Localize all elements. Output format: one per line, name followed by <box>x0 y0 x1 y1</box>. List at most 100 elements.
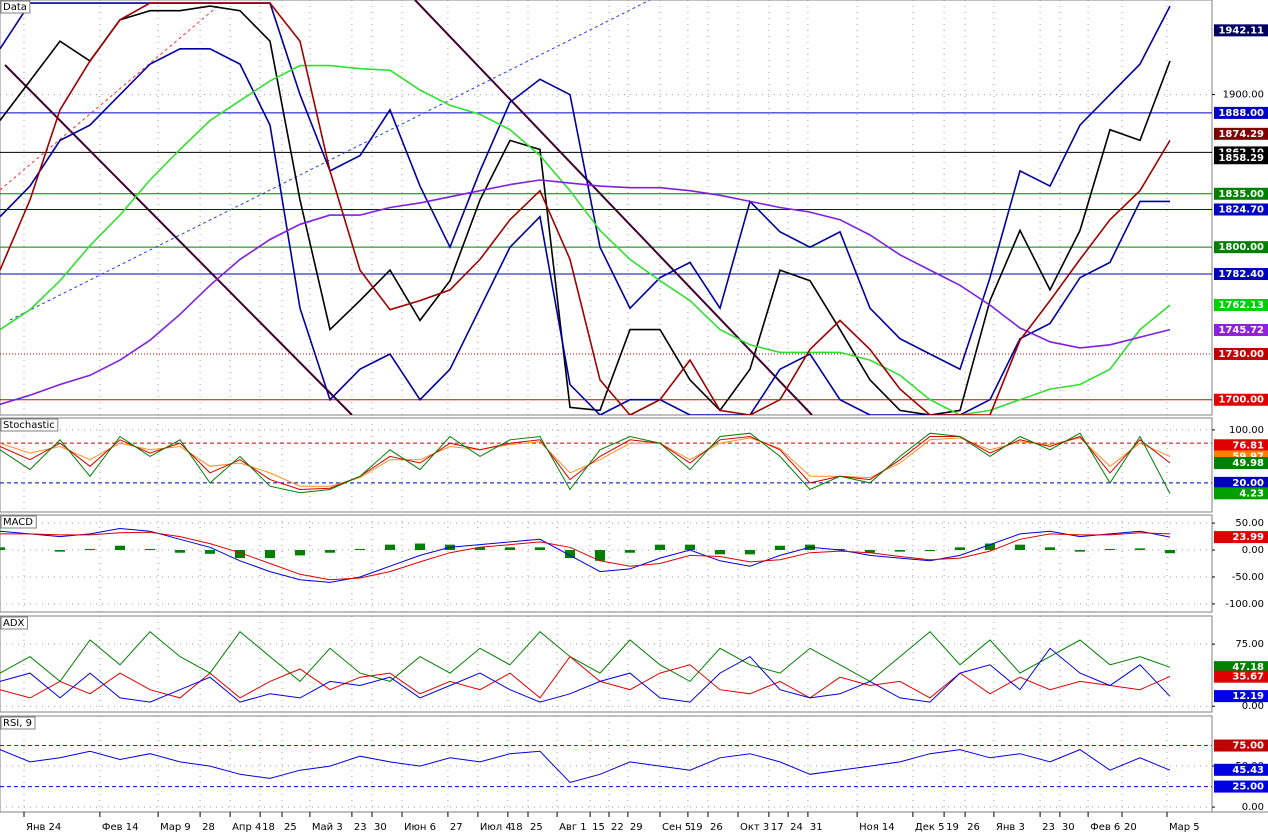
histogram-bar <box>1015 544 1025 551</box>
value-marker-label: 1942.11 <box>1218 25 1264 36</box>
value-marker <box>1214 24 1268 37</box>
histogram-bar <box>835 548 845 551</box>
panel-title-box <box>0 515 37 529</box>
value-marker <box>1214 457 1268 470</box>
value-marker <box>1214 393 1268 406</box>
histogram-bar <box>115 545 125 551</box>
value-marker-label: 75.00 <box>1232 741 1264 752</box>
panel-content <box>0 716 1212 812</box>
panel-title: RSI, 9 <box>3 718 32 729</box>
value-marker-label: 12.19 <box>1232 691 1264 702</box>
x-tick-label: Ноя 14 <box>859 822 895 833</box>
histogram-bar <box>175 550 185 553</box>
x-tick-label: 31 <box>810 822 823 833</box>
value-marker <box>1214 763 1268 776</box>
trend-line <box>9 0 651 321</box>
value-marker-label: 1874.29 <box>1218 129 1264 140</box>
histogram-bar <box>85 548 95 551</box>
series-line <box>0 655 1171 699</box>
value-marker <box>1214 152 1268 165</box>
x-tick-label: 23 <box>1042 822 1055 833</box>
series-line <box>0 435 1171 491</box>
histogram-bar <box>745 550 755 555</box>
histogram-bar <box>595 550 605 561</box>
x-tick-label: 30 <box>374 822 387 833</box>
x-tick-label: 15 <box>592 822 605 833</box>
x-tick-label: 25 <box>530 822 543 833</box>
value-marker-label: 49.98 <box>1232 458 1264 469</box>
trend-line <box>0 0 226 191</box>
histogram-bar <box>685 544 695 551</box>
value-marker <box>1214 690 1268 703</box>
value-marker <box>1214 106 1268 119</box>
value-marker <box>1214 187 1268 200</box>
histogram-bar <box>475 547 485 551</box>
x-tick-label: Мар 5 <box>1169 822 1200 833</box>
value-marker-label: 1824.70 <box>1218 204 1264 215</box>
trend-line <box>4 64 353 415</box>
x-tick-label: Мар 9 <box>160 822 191 833</box>
value-marker-label: 45.43 <box>1232 765 1264 776</box>
value-marker-label: 1800.00 <box>1218 242 1264 253</box>
histogram-bar <box>715 550 725 555</box>
y-tick-label: -50.00 <box>1232 572 1264 583</box>
x-tick-label: 25 <box>284 822 297 833</box>
x-tick-label: 19 <box>946 822 959 833</box>
x-tick-label: Июн 6 <box>404 822 436 833</box>
histogram-bar <box>925 550 935 552</box>
panel <box>0 715 1213 813</box>
value-marker <box>1214 268 1268 281</box>
value-marker <box>1214 780 1268 793</box>
x-tick-label: 18 <box>262 822 275 833</box>
panel-content <box>0 0 1212 415</box>
panel-title: ADX <box>3 618 25 629</box>
histogram-bar <box>235 550 245 559</box>
value-marker <box>1214 739 1268 752</box>
x-tick-label: Июл 4 <box>480 822 512 833</box>
value-marker-label: 76.81 <box>1232 440 1264 451</box>
histogram-bar <box>0 547 5 551</box>
histogram-bar <box>655 544 665 551</box>
value-marker-label: 59.97 <box>1232 451 1264 462</box>
value-marker-label: 23.99 <box>1232 532 1264 543</box>
series-line <box>0 749 1171 784</box>
panel-title-box <box>0 716 36 730</box>
panel-title: Stochastic <box>3 420 55 431</box>
x-tick-label: 26 <box>710 822 723 833</box>
x-tick-label: 19 <box>690 822 703 833</box>
histogram-bar <box>355 548 365 551</box>
value-marker-label: 1888.00 <box>1218 108 1264 119</box>
value-marker <box>1214 127 1268 140</box>
panel <box>0 514 1213 613</box>
histogram-bar <box>565 550 575 559</box>
value-marker <box>1214 476 1268 489</box>
y-tick-label: 0.00 <box>1242 545 1264 556</box>
panel-content <box>0 616 1212 712</box>
x-tick-label: Авг 1 <box>559 822 587 833</box>
value-marker <box>1214 487 1268 500</box>
trend-lines <box>0 0 813 415</box>
histogram-bar <box>865 550 875 553</box>
panel-content <box>0 515 1212 612</box>
y-tick-label: 75.00 <box>1235 639 1264 650</box>
series-line <box>0 432 1171 494</box>
value-marker-label: 1700.00 <box>1218 395 1264 406</box>
series-line <box>0 527 1171 583</box>
value-marker-label: 4.23 <box>1239 488 1264 499</box>
panel <box>0 615 1213 713</box>
x-tick-label: 20 <box>1124 822 1137 833</box>
histogram-bar <box>535 547 545 551</box>
x-tick-label: 30 <box>1062 822 1075 833</box>
value-marker-label: 1835.00 <box>1218 189 1264 200</box>
panel-content <box>0 418 1212 512</box>
x-tick-label: 27 <box>450 822 463 833</box>
value-marker-label: 1858.29 <box>1218 153 1264 164</box>
histogram-bar <box>1075 550 1085 552</box>
panel <box>0 417 1213 513</box>
panel-title: Data <box>3 2 27 13</box>
value-marker <box>1214 241 1268 254</box>
value-marker-label: 25.00 <box>1232 782 1264 793</box>
histogram-bar <box>505 547 515 551</box>
x-tick-label: 18 <box>510 822 523 833</box>
